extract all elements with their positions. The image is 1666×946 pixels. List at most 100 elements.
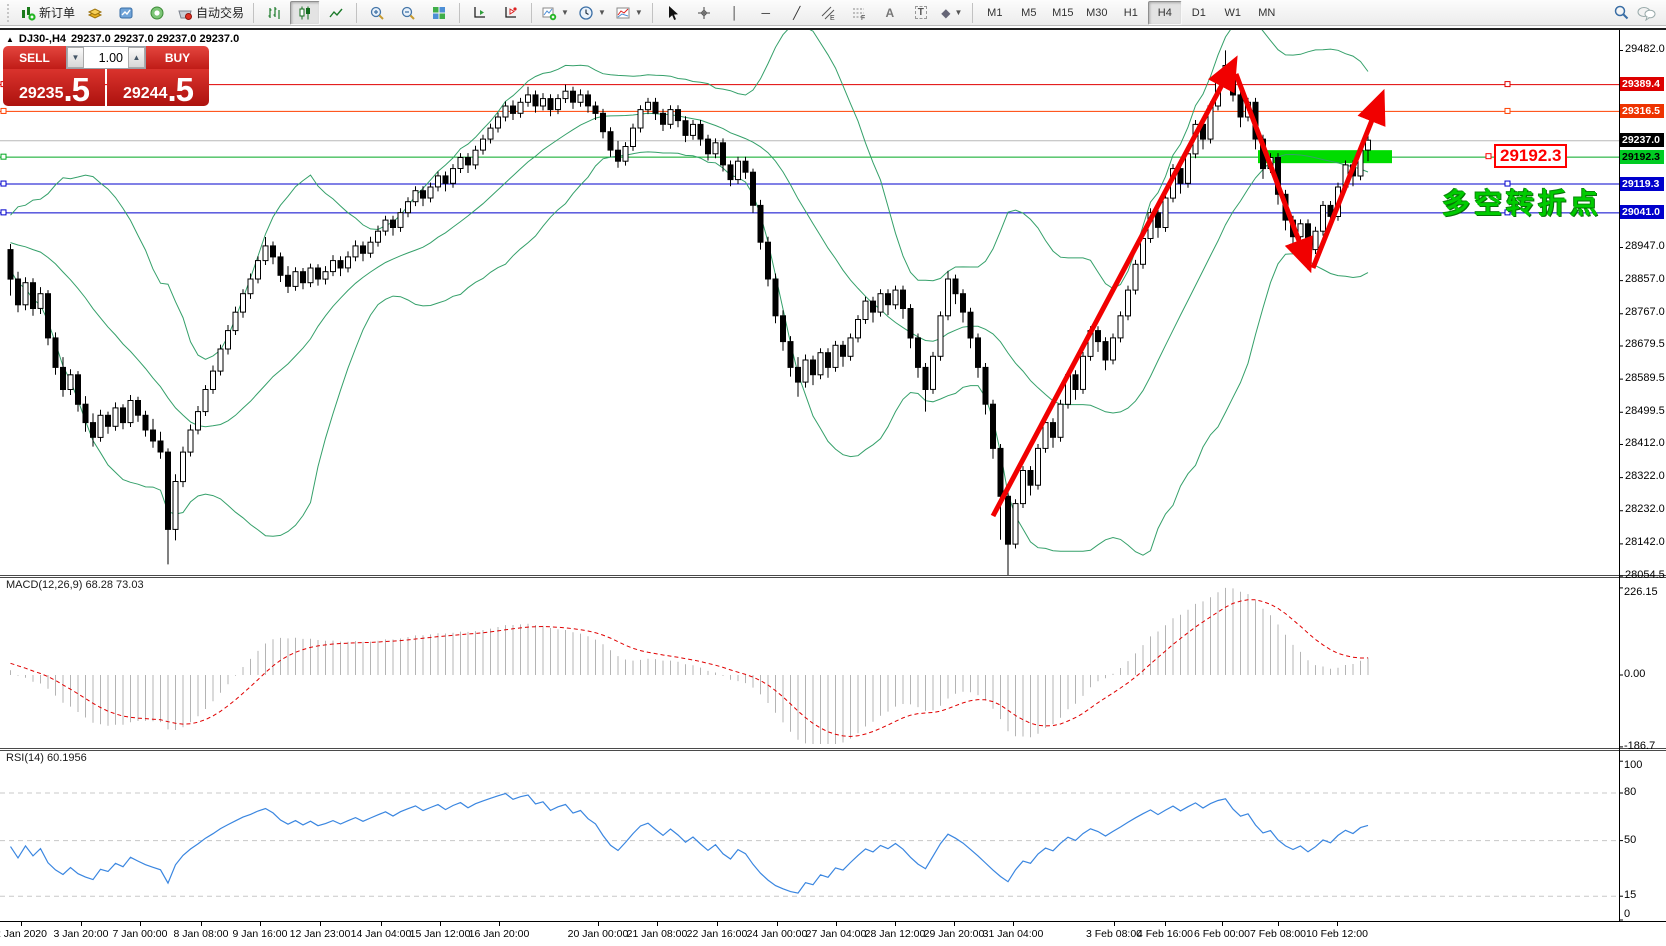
chart-shift-icon: [503, 5, 519, 21]
zoom-out-icon: [400, 5, 416, 21]
price-callout-label[interactable]: 29192.3: [1494, 144, 1568, 168]
dropdown-caret: ▼: [561, 8, 569, 17]
channel-tool-button[interactable]: E: [813, 1, 843, 25]
autotrading-label: 自动交易: [196, 6, 245, 20]
channel-icon: E: [820, 5, 836, 21]
tile-windows-icon: [431, 5, 447, 21]
timeframe-mn[interactable]: MN: [1258, 6, 1276, 19]
autotrading-button[interactable]: 自动交易: [173, 1, 248, 25]
one-click-trading-panel: SELL ▼ 1.00 ▲ BUY 29235.5 29244.5: [3, 46, 209, 106]
hline-handle[interactable]: [1504, 107, 1511, 114]
trend-arrow[interactable]: [990, 55, 1238, 518]
volume-spinner: ▼ 1.00 ▲: [66, 46, 146, 69]
hline-handle[interactable]: [1504, 81, 1511, 88]
bar-chart-button[interactable]: [259, 1, 289, 25]
crosshair-icon: [696, 5, 712, 21]
volume-input[interactable]: 1.00: [98, 50, 123, 65]
zoom-in-icon: [369, 5, 385, 21]
auto-scroll-icon: [472, 5, 488, 21]
toolbar: 新订单 自动交易 ▼ ▼ ▼ │ ─ ╱: [0, 0, 1666, 26]
chat-icon[interactable]: [1636, 5, 1656, 21]
sell-button[interactable]: SELL: [3, 46, 66, 69]
fibonacci-icon: F: [851, 5, 867, 21]
cursor-tool-button[interactable]: [658, 1, 688, 25]
hline-handle[interactable]: [0, 107, 7, 114]
hline-handle[interactable]: [1504, 209, 1511, 216]
templates-button[interactable]: ▼: [611, 1, 647, 25]
new-order-label: 新订单: [39, 6, 76, 20]
timeframe-w1[interactable]: W1: [1224, 6, 1242, 19]
toolbar-separator: [651, 2, 653, 23]
crosshair-tool-button[interactable]: [689, 1, 719, 25]
new-order-button[interactable]: 新订单: [16, 1, 79, 25]
zoom-out-button[interactable]: [393, 1, 423, 25]
chart-title: ▲ DJ30-,H4 29237.0 29237.0 29237.0 29237…: [6, 33, 239, 45]
horizontal-line-tool-button[interactable]: ─: [761, 5, 771, 20]
dropdown-caret: ▼: [954, 8, 963, 17]
navigator-icon: [149, 5, 165, 21]
data-window-button[interactable]: [111, 1, 141, 25]
indicators-button[interactable]: ▼: [537, 1, 573, 25]
sell-price[interactable]: 29235.5: [3, 69, 105, 106]
volume-up-button[interactable]: ▲: [128, 47, 145, 68]
zoom-in-button[interactable]: [362, 1, 392, 25]
hline-handle[interactable]: [1504, 180, 1511, 187]
candles: [7, 50, 1371, 575]
periods-button[interactable]: ▼: [574, 1, 610, 25]
title-ohlc: 29237.0 29237.0 29237.0 29237.0: [71, 33, 240, 45]
volume-down-button[interactable]: ▼: [67, 47, 84, 68]
bollinger-bands: [10, 30, 1369, 556]
timeframe-m30[interactable]: M30: [1086, 6, 1108, 19]
chart-shift-button[interactable]: [496, 1, 526, 25]
navigator-button[interactable]: [142, 1, 172, 25]
rsi-line: [10, 792, 1369, 894]
timeframe-m1[interactable]: M1: [987, 6, 1003, 19]
toolbar-grip: [7, 3, 12, 22]
macd-indicator-label: MACD(12,26,9) 68.28 73.03: [6, 579, 144, 591]
timeframe-m15[interactable]: M15: [1052, 6, 1074, 19]
hline-handle[interactable]: [0, 180, 7, 187]
trendline-tool-button[interactable]: ╱: [793, 5, 801, 20]
callout-handle[interactable]: [1485, 153, 1492, 160]
toolbar-separator: [531, 2, 533, 23]
buy-button[interactable]: BUY: [146, 46, 209, 69]
dropdown-caret: ▼: [634, 8, 643, 17]
buy-price[interactable]: 29244.5: [107, 69, 209, 106]
vertical-line-tool-button[interactable]: │: [731, 5, 739, 20]
timeframe-d1[interactable]: D1: [1191, 6, 1206, 19]
toolbar-separator: [971, 2, 973, 23]
svg-text:F: F: [861, 15, 865, 21]
new-order-icon: [20, 5, 36, 21]
timeframe-group: M1 M5 M15 M30 H1 H4 D1 W1 MN: [978, 0, 1284, 25]
text-label-tool-button[interactable]: T: [906, 1, 936, 25]
tile-windows-button[interactable]: [424, 1, 454, 25]
toolbar-separator: [253, 2, 255, 23]
trend-arrows[interactable]: [990, 55, 1386, 518]
line-chart-button[interactable]: [321, 1, 351, 25]
search-icon[interactable]: [1613, 4, 1630, 21]
hline-handle[interactable]: [0, 209, 7, 216]
text-tool-button[interactable]: A: [885, 5, 895, 20]
toolbar-separator: [459, 2, 461, 23]
auto-scroll-button[interactable]: [465, 1, 495, 25]
toolbar-separator: [356, 2, 358, 23]
hline-handle[interactable]: [0, 153, 7, 160]
arrows-tool-button[interactable]: ◆ ▼: [941, 5, 963, 20]
chinese-annotation[interactable]: 多空转折点: [1442, 188, 1603, 219]
trend-arrow[interactable]: [1233, 73, 1313, 274]
timeframe-h1[interactable]: H1: [1123, 6, 1138, 19]
timeframe-m5[interactable]: M5: [1021, 6, 1037, 19]
autotrading-icon: [177, 5, 193, 21]
trend-arrow[interactable]: [1310, 88, 1386, 269]
rsi-indicator-label: RSI(14) 60.1956: [6, 752, 87, 764]
collapse-arrow-icon[interactable]: ▲: [6, 34, 14, 44]
data-window-icon: [118, 5, 134, 21]
candlestick-chart-icon: [297, 5, 313, 21]
macd-panel: [10, 587, 1369, 744]
candlestick-chart-button[interactable]: [290, 0, 321, 25]
timeframe-h4[interactable]: H4: [1147, 0, 1182, 25]
symbol-period: DJ30-,H4: [18, 33, 66, 45]
profiles-button[interactable]: [80, 1, 110, 25]
fibonacci-tool-button[interactable]: F: [844, 1, 874, 25]
bar-chart-icon: [266, 5, 282, 21]
